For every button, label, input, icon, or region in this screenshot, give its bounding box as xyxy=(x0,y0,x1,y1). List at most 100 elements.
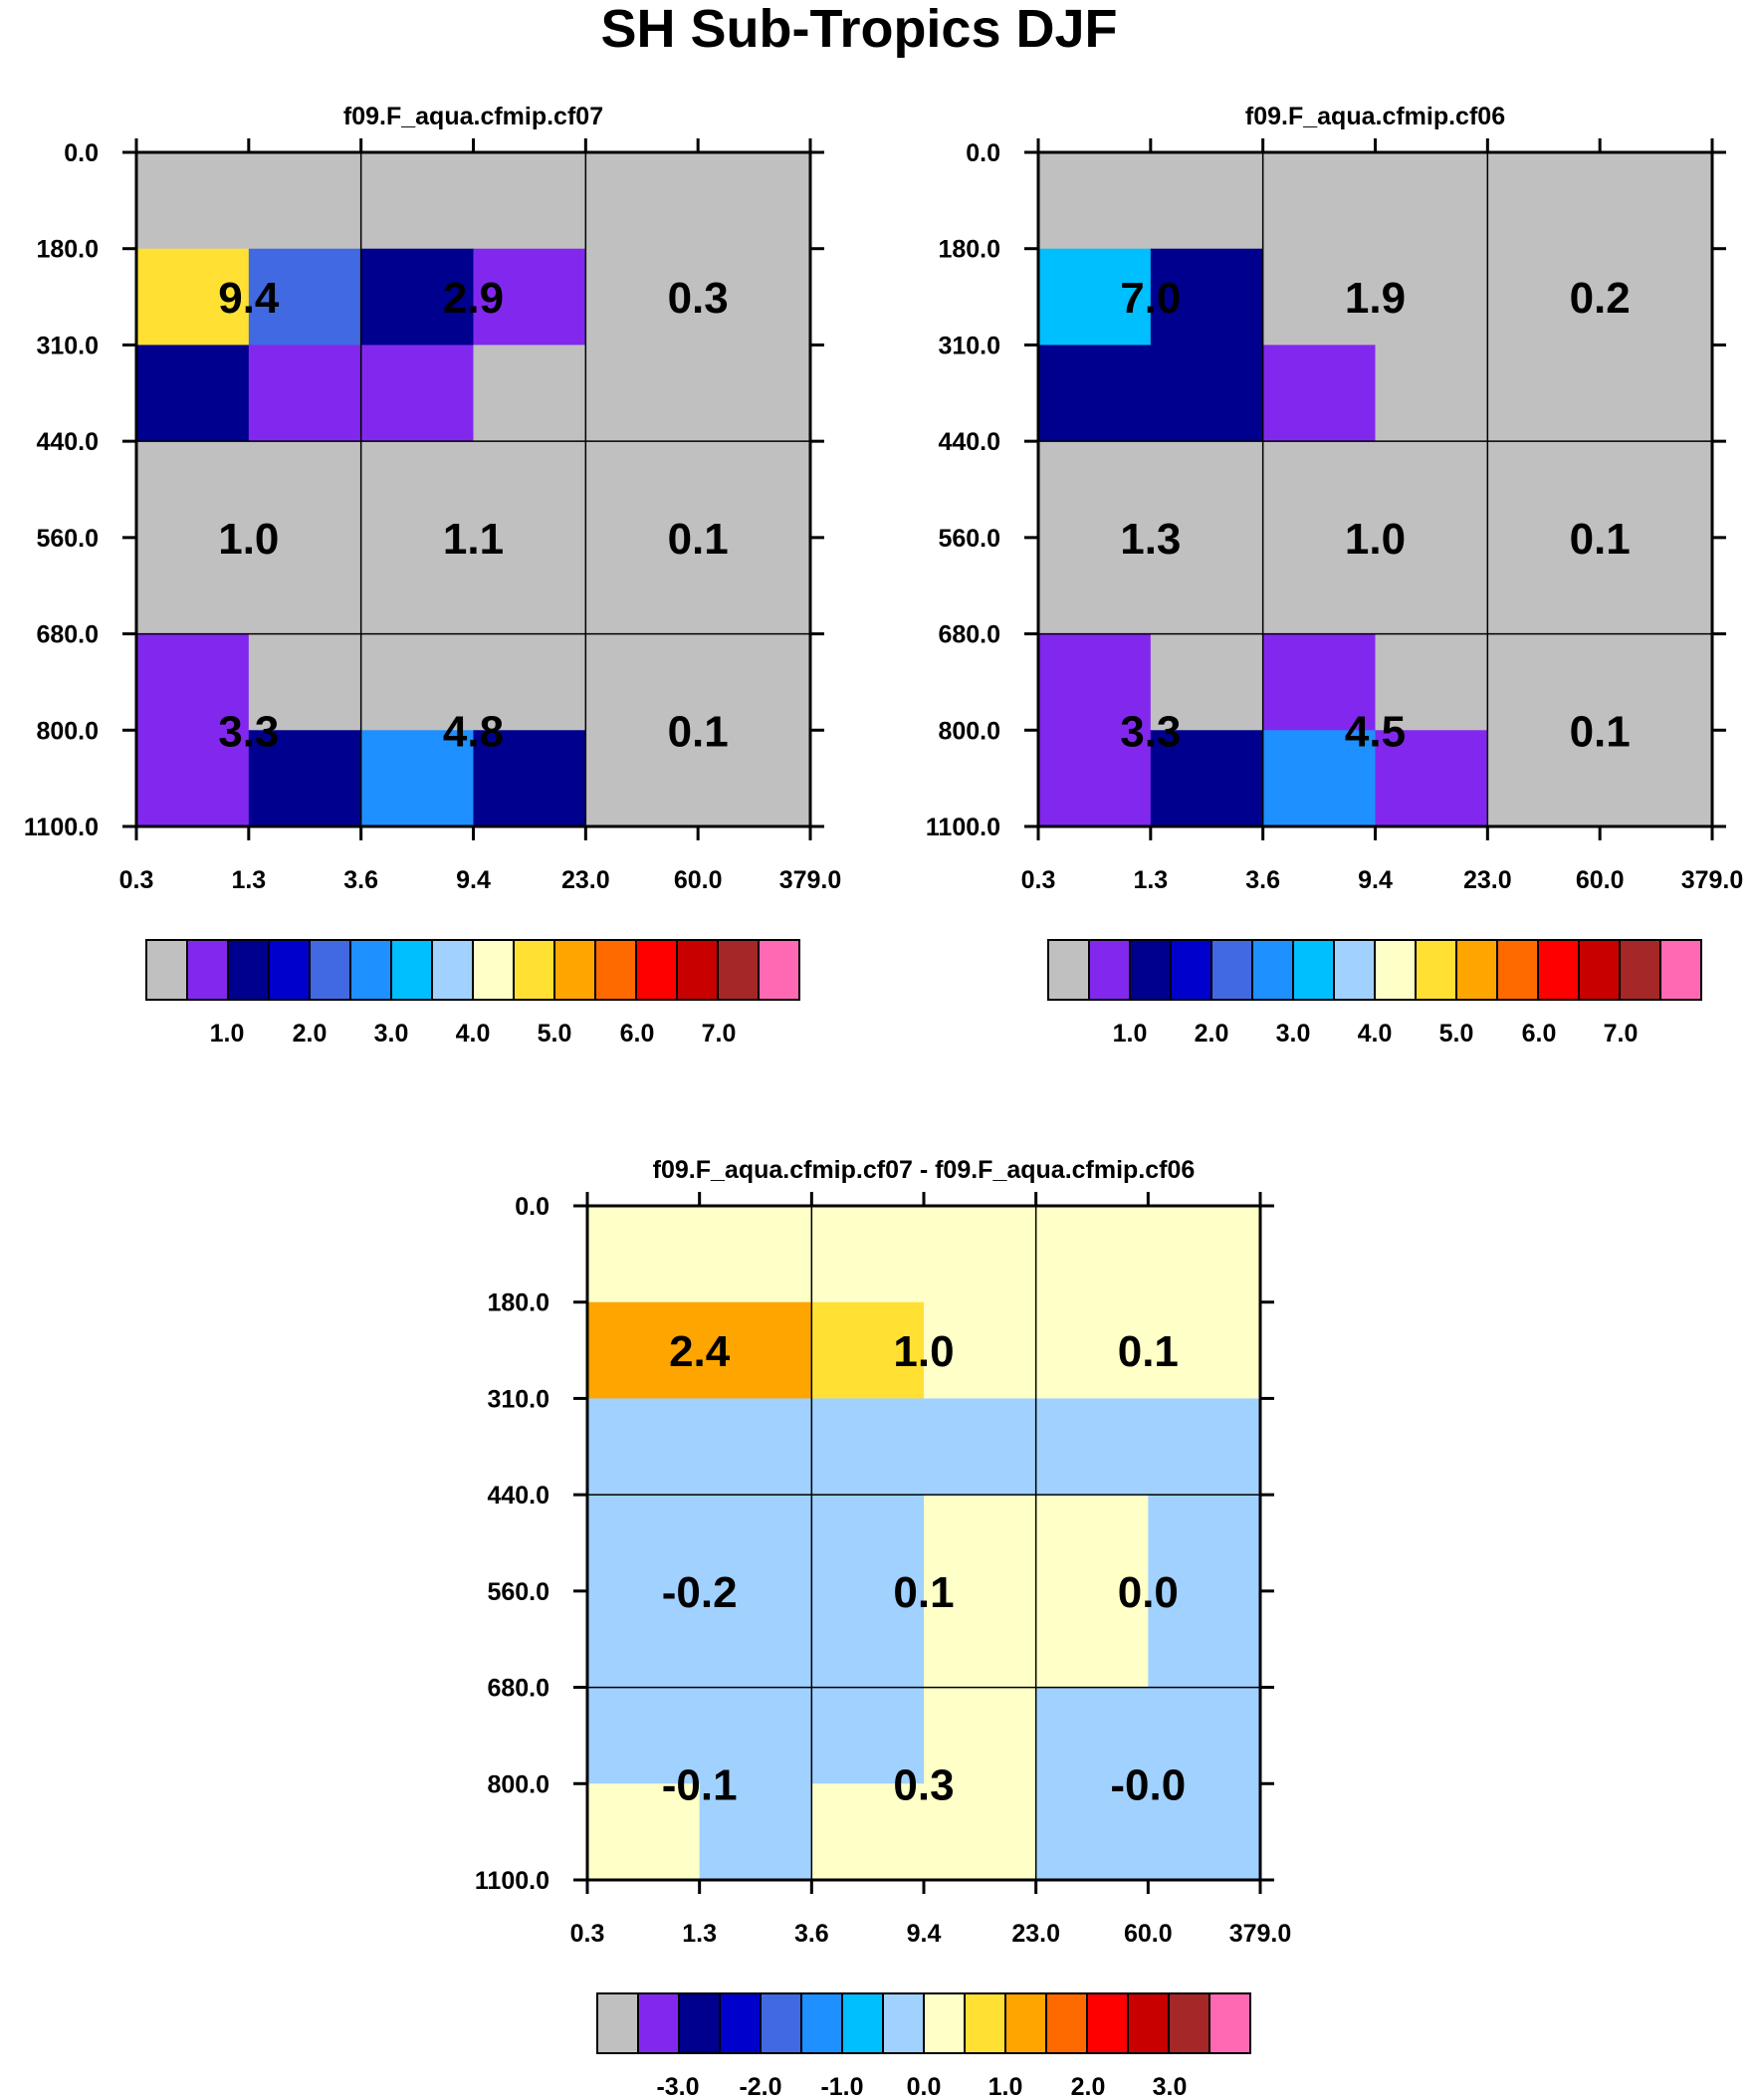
box-value-label: 0.3 xyxy=(668,274,729,323)
panel-title: f09.F_aqua.cfmip.cf07 - f09.F_aqua.cfmip… xyxy=(653,1156,1196,1184)
heatmap-cell xyxy=(1148,1398,1261,1496)
heatmap-cell xyxy=(1487,633,1601,731)
colorbar-swatch xyxy=(1129,939,1172,1001)
colorbar-label: 0.0 xyxy=(907,2073,942,2100)
x-tick-label: 60.0 xyxy=(674,866,723,894)
heatmap-cell xyxy=(699,1783,812,1881)
x-tick-label: 3.6 xyxy=(1245,866,1280,894)
y-tick-label: 1100.0 xyxy=(24,814,99,841)
heatmap-cell xyxy=(1487,730,1601,827)
colorbar-swatch xyxy=(145,939,188,1001)
box-value-label: 9.4 xyxy=(218,274,280,323)
heatmap-cell xyxy=(811,1206,925,1303)
colorbar-label: 2.0 xyxy=(1071,2073,1106,2100)
heatmap-cell xyxy=(248,152,362,250)
y-tick-label: 180.0 xyxy=(938,236,1000,264)
heatmap-cell xyxy=(1600,152,1713,250)
colorbar-label: 1.0 xyxy=(988,2073,1023,2100)
heatmap-cell xyxy=(136,248,250,347)
colorbar-label: 4.0 xyxy=(456,1020,491,1048)
box-value-label: 3.3 xyxy=(1120,707,1181,756)
colorbar-swatch xyxy=(1455,939,1498,1001)
y-tick-label: 0.0 xyxy=(515,1193,549,1221)
x-tick-label: 3.6 xyxy=(343,866,378,894)
colorbar-swatch xyxy=(309,939,351,1001)
colorbar-swatch xyxy=(1251,939,1294,1001)
y-tick-label: 1100.0 xyxy=(926,814,1000,841)
colorbar-label: -2.0 xyxy=(739,2073,781,2100)
x-tick-label: 379.0 xyxy=(1681,866,1744,894)
colorbar-swatch xyxy=(472,939,515,1001)
colorbar-swatch xyxy=(596,1992,639,2054)
colorbar-swatch xyxy=(186,939,229,1001)
heatmap-cell xyxy=(587,1206,701,1303)
panel-1: f09.F_aqua.cfmip.cf07 0.3 1.3 3.6 9.4 23.0 60.… xyxy=(24,103,841,1048)
colorbar-swatch xyxy=(553,939,596,1001)
box-value-label: 1.3 xyxy=(1120,515,1181,564)
x-tick-label: 0.3 xyxy=(570,1920,605,1948)
heatmap-cell xyxy=(1600,730,1713,827)
heatmap-cell xyxy=(1375,345,1488,442)
heatmap-cell xyxy=(473,730,586,827)
colorbar-swatch xyxy=(1168,1992,1210,2054)
colorbar-swatch xyxy=(513,939,555,1001)
box-value-label: 0.1 xyxy=(668,515,729,564)
heatmap-cell xyxy=(360,248,475,347)
colorbar-swatch xyxy=(1045,1992,1088,2054)
box-value-label: 1.0 xyxy=(1345,515,1406,564)
heatmap-cell xyxy=(585,441,699,539)
heatmap-cell xyxy=(587,1495,701,1592)
heatmap-cell xyxy=(1600,345,1713,442)
heatmap-cell xyxy=(924,1398,1037,1496)
heatmap-cell xyxy=(1038,730,1152,827)
heatmap-cell xyxy=(1150,152,1264,250)
heatmap-cell xyxy=(1035,1687,1149,1784)
colorbar-label: 7.0 xyxy=(702,1020,737,1048)
heatmap-cell xyxy=(248,730,362,827)
heatmap-cell xyxy=(473,633,586,731)
box-value-label: 0.1 xyxy=(893,1568,954,1617)
colorbar-swatch xyxy=(637,1992,680,2054)
heatmap-cell xyxy=(699,1398,812,1496)
heatmap-cell xyxy=(1038,633,1152,731)
heatmap-cell xyxy=(1375,152,1488,250)
panel-3: f09.F_aqua.cfmip.cf07 - f09.F_aqua.cfmip… xyxy=(475,1156,1291,2100)
heatmap-cell xyxy=(136,152,250,250)
box-value-label: 3.3 xyxy=(218,707,279,756)
heatmap-cell xyxy=(698,248,811,347)
heatmap-cell xyxy=(136,730,250,827)
heatmap-cell xyxy=(811,1398,925,1496)
y-tick-label: 560.0 xyxy=(36,525,99,553)
x-tick-label: 9.4 xyxy=(456,866,491,894)
heatmap-cell xyxy=(1148,1783,1261,1881)
heatmap-cell xyxy=(587,1301,701,1400)
heatmap-cell xyxy=(698,537,811,635)
heatmap-cell xyxy=(248,537,362,635)
colorbar-swatch xyxy=(635,939,678,1001)
y-tick-label: 0.0 xyxy=(966,139,1000,167)
y-tick-label: 800.0 xyxy=(938,717,1000,745)
heatmap-cell xyxy=(1150,730,1264,827)
heatmap-cell xyxy=(360,537,475,635)
heatmap-cell xyxy=(811,1301,925,1400)
heatmap-cell xyxy=(1035,1301,1149,1400)
heatmap-cell xyxy=(587,1687,701,1784)
heatmap-cell xyxy=(136,441,250,539)
box-value-label: -0.0 xyxy=(1110,1760,1186,1809)
colorbar-swatch xyxy=(431,939,474,1001)
colorbar-swatch xyxy=(1292,939,1335,1001)
colorbar-swatch xyxy=(1170,939,1212,1001)
heatmap-cell xyxy=(1035,1495,1149,1592)
y-tick-label: 560.0 xyxy=(487,1578,549,1606)
figure-title: SH Sub-Tropics DJF xyxy=(600,0,1117,59)
colorbar-swatch xyxy=(841,1992,884,2054)
heatmap-cell xyxy=(1035,1398,1149,1496)
heatmap-cell xyxy=(698,633,811,731)
y-tick-label: 310.0 xyxy=(487,1385,549,1413)
heatmap-cell xyxy=(1148,1301,1261,1400)
colorbar-swatch xyxy=(268,939,311,1001)
colorbar-swatch xyxy=(1047,939,1090,1001)
heatmap-cell xyxy=(136,345,250,442)
heatmap-cell xyxy=(1038,537,1152,635)
box-value-label: 1.1 xyxy=(443,515,504,564)
